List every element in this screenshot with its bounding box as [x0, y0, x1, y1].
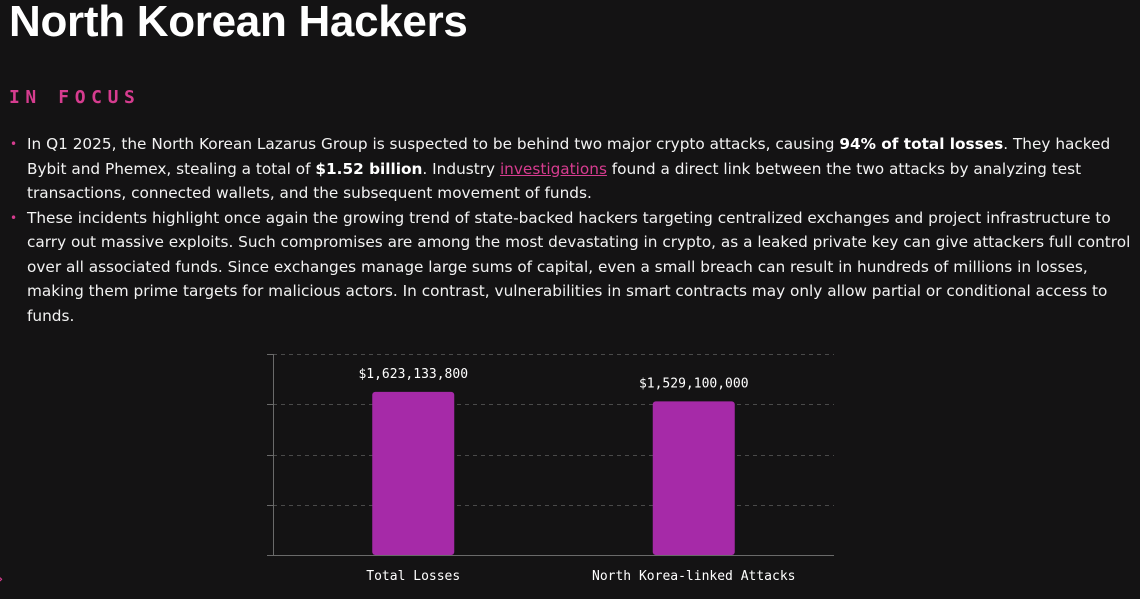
bullet-highlight: 94% of total losses — [839, 135, 1004, 153]
data-label: $1,623,133,800 — [358, 367, 468, 382]
section-label: IN FOCUS — [9, 87, 141, 108]
bullet-list: • In Q1 2025, the North Korean Lazarus G… — [10, 132, 1135, 328]
bullet-highlight: $1.52 billion — [315, 159, 423, 178]
bullet-text: These incidents highlight once again the… — [27, 208, 1131, 325]
bullet-text: In Q1 2025, the North Korean Lazarus Gro… — [27, 135, 840, 153]
bar — [652, 401, 735, 555]
bullet-text: found a direct link between the two atta… — [27, 159, 1082, 203]
investigations-link[interactable]: investigations — [499, 159, 607, 178]
list-item: • In Q1 2025, the North Korean Lazarus G… — [10, 132, 1135, 206]
chevron-right-icon[interactable]: › — [0, 569, 3, 589]
bar — [372, 391, 455, 555]
bullet-dot-icon: • — [10, 137, 18, 151]
bullet-text: . Industry — [422, 159, 500, 178]
data-label: $1,529,100,000 — [639, 376, 749, 391]
bullet-dot-icon: • — [10, 210, 18, 225]
list-item: • These incidents highlight once again t… — [10, 206, 1135, 329]
page-title: North Korean Hackers — [9, 0, 468, 46]
x-tick-label: North Korea-linked Attacks — [592, 569, 796, 584]
bullet-text: . They hacked Bybit and Phemex, stealing… — [27, 135, 1111, 178]
x-tick-label: Total Losses — [366, 569, 460, 584]
